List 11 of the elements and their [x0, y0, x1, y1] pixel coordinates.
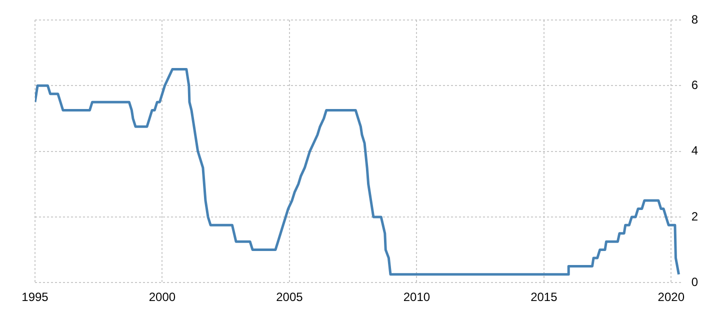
x-tick-label: 2000	[148, 290, 176, 304]
x-tick-label: 2005	[276, 290, 304, 304]
x-tick-label: 2010	[403, 290, 430, 304]
y-tick-label: 4	[691, 144, 698, 158]
x-tick-label: 2015	[530, 290, 558, 304]
x-tick-label: 2020	[658, 290, 685, 304]
x-tick-label: 1995	[22, 290, 49, 304]
y-tick-label: 2	[691, 209, 698, 224]
y-tick-label: 6	[691, 78, 698, 92]
y-tick-label: 0	[691, 274, 698, 289]
y-tick-label: 8	[691, 12, 698, 26]
